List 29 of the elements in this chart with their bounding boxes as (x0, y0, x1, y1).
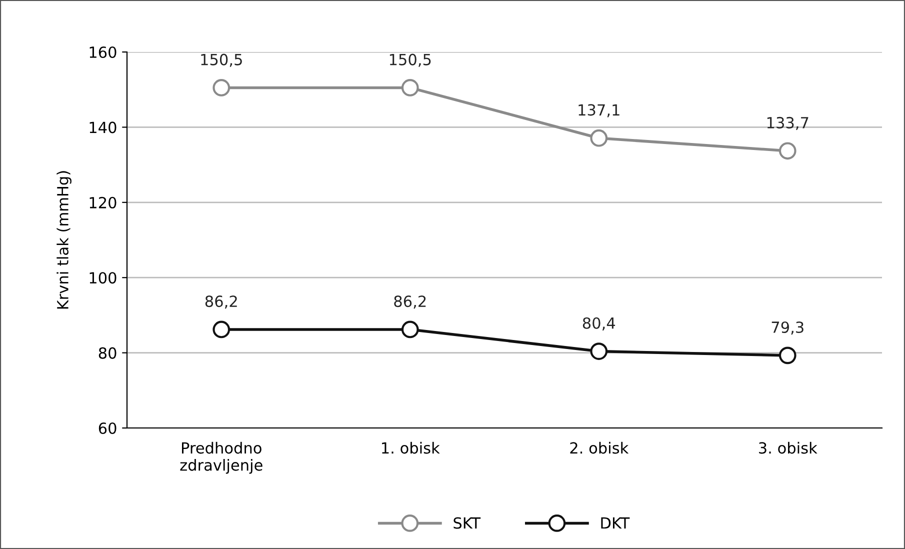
point (590, 342, 608, 360)
point (778, 346, 796, 364)
data-label: 80,4 (582, 317, 616, 330)
point (212, 320, 230, 338)
y-tick-label: 160 (90, 46, 116, 58)
y-tick-label: 120 (90, 196, 116, 208)
data-label: 150,5 (201, 54, 242, 67)
data-label: 86,2 (394, 296, 426, 309)
point (401, 79, 419, 96)
point (401, 320, 419, 338)
y-tick-label: 100 (90, 272, 116, 284)
y-tick-label: 80 (98, 347, 116, 359)
x-tick-label: 2. obisk (570, 442, 629, 454)
data-label: 79,3 (772, 321, 804, 335)
legend-label: SKT (454, 517, 481, 529)
y-tick-label: 140 (90, 122, 116, 134)
point (590, 129, 608, 147)
data-label: 133,7 (767, 116, 808, 130)
x-tick-label: 1. obisk (382, 442, 440, 454)
point (212, 79, 230, 96)
x-tick-label: Predhodno zdravljenje (180, 442, 262, 474)
point (778, 142, 796, 160)
data-label: 150,5 (390, 54, 431, 67)
y-axis-title: Krvni tlak (mmHg) (56, 171, 72, 309)
x-tick-label: 3. obisk (759, 442, 818, 454)
legend-label: DKT (601, 517, 630, 529)
y-tick-label: 60 (98, 422, 116, 434)
data-label: 86,2 (205, 296, 237, 309)
data-label: 137,1 (578, 104, 620, 118)
